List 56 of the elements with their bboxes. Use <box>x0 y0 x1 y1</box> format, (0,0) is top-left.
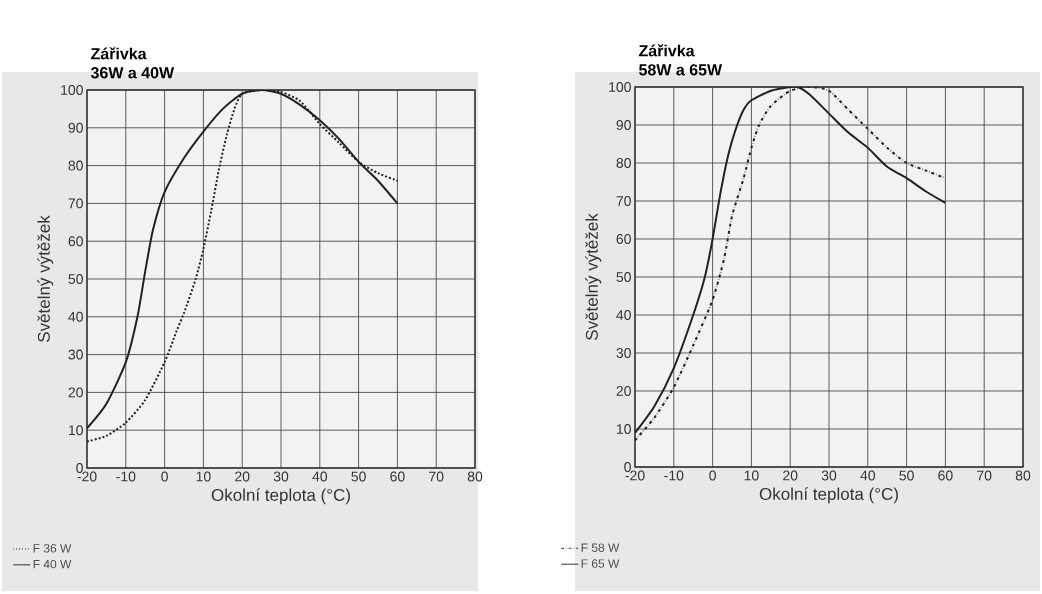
x-tick-label: 20 <box>783 470 798 481</box>
x-tick-label: -10 <box>664 470 684 481</box>
x-axis-title: Okolní teplota (°C) <box>211 488 350 505</box>
y-tick-label: 100 <box>61 85 83 95</box>
y-tick-label: 0 <box>76 463 83 473</box>
y-tick-label: 90 <box>616 120 631 130</box>
x-tick-label: 50 <box>899 470 914 481</box>
legend-label: F 58 W <box>581 543 620 552</box>
chart-subtitle: 58W a 65W <box>639 64 723 76</box>
x-tick-label: 70 <box>977 470 992 481</box>
chart-subtitle: 36W a 40W <box>90 67 175 79</box>
x-tick-label: 20 <box>235 471 250 482</box>
legend-label: F 36 W <box>33 544 72 553</box>
x-tick-label: 80 <box>1015 470 1031 481</box>
y-tick-label: 80 <box>616 158 631 168</box>
y-tick-label: 10 <box>68 425 83 436</box>
chart-title: Zářivka <box>639 44 695 57</box>
x-tick-label: 30 <box>273 471 289 482</box>
y-tick-label: 100 <box>609 82 631 92</box>
y-tick-label: 60 <box>616 234 631 244</box>
x-tick-label: -20 <box>625 470 645 481</box>
y-tick-label: 70 <box>616 196 631 206</box>
x-tick-label: 60 <box>390 471 405 482</box>
y-tick-label: 20 <box>616 386 631 396</box>
y-tick-label: 0 <box>624 462 631 472</box>
x-tick-label: 60 <box>938 470 953 481</box>
legend-label: F 65 W <box>581 559 620 568</box>
x-tick-label: -20 <box>77 471 97 482</box>
y-tick-label: 70 <box>68 198 83 209</box>
x-tick-label: -10 <box>116 471 136 482</box>
x-tick-label: 50 <box>351 471 366 482</box>
y-tick-label: 30 <box>616 348 631 358</box>
x-tick-label: 40 <box>860 470 876 481</box>
y-tick-label: 50 <box>68 274 83 284</box>
y-tick-label: 40 <box>68 311 83 322</box>
y-tick-label: 20 <box>68 387 83 398</box>
x-tick-label: 80 <box>467 471 483 482</box>
y-tick-label: 50 <box>616 272 631 282</box>
y-tick-label: 90 <box>68 122 83 133</box>
chart-title: Zářivka <box>91 47 147 60</box>
x-tick-label: 0 <box>709 470 716 481</box>
y-tick-label: 60 <box>68 236 83 247</box>
x-tick-label: 30 <box>821 470 837 481</box>
x-axis-title: Okolní teplota (°C) <box>759 487 898 504</box>
x-tick-label: 0 <box>161 471 168 482</box>
x-tick-label: 10 <box>744 470 759 481</box>
y-tick-label: 10 <box>616 424 631 434</box>
y-axis-title: Světelný výtěžek <box>585 213 602 340</box>
y-tick-label: 80 <box>68 160 83 171</box>
y-tick-label: 30 <box>68 349 83 360</box>
legend-label: F 40 W <box>33 559 72 569</box>
x-tick-label: 40 <box>312 471 328 482</box>
y-axis-title: Světelný výtěžek <box>37 215 54 342</box>
y-tick-label: 40 <box>616 310 631 320</box>
x-tick-label: 10 <box>196 471 211 482</box>
x-tick-label: 70 <box>429 471 444 482</box>
